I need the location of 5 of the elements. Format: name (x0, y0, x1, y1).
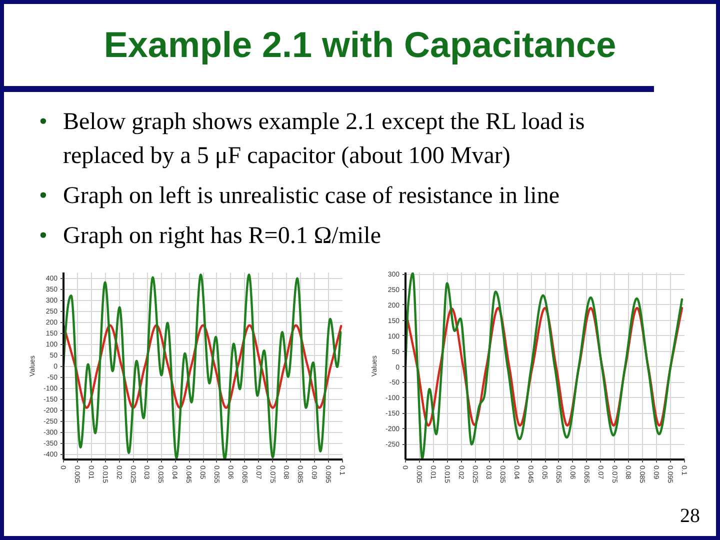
text: Example 2.1 with Capacitance (102, 23, 618, 68)
text: • Graph on left is unrealistic case of resistance in line (39, 182, 560, 211)
text: • Below graph shows example 2.1 except the RL load is replaced by a 5 μF capacitor (about 100 Mvar) (39, 108, 586, 171)
text: • Graph on right has R=0.1 Ω/mile (39, 222, 382, 251)
text: 28 (679, 504, 700, 527)
